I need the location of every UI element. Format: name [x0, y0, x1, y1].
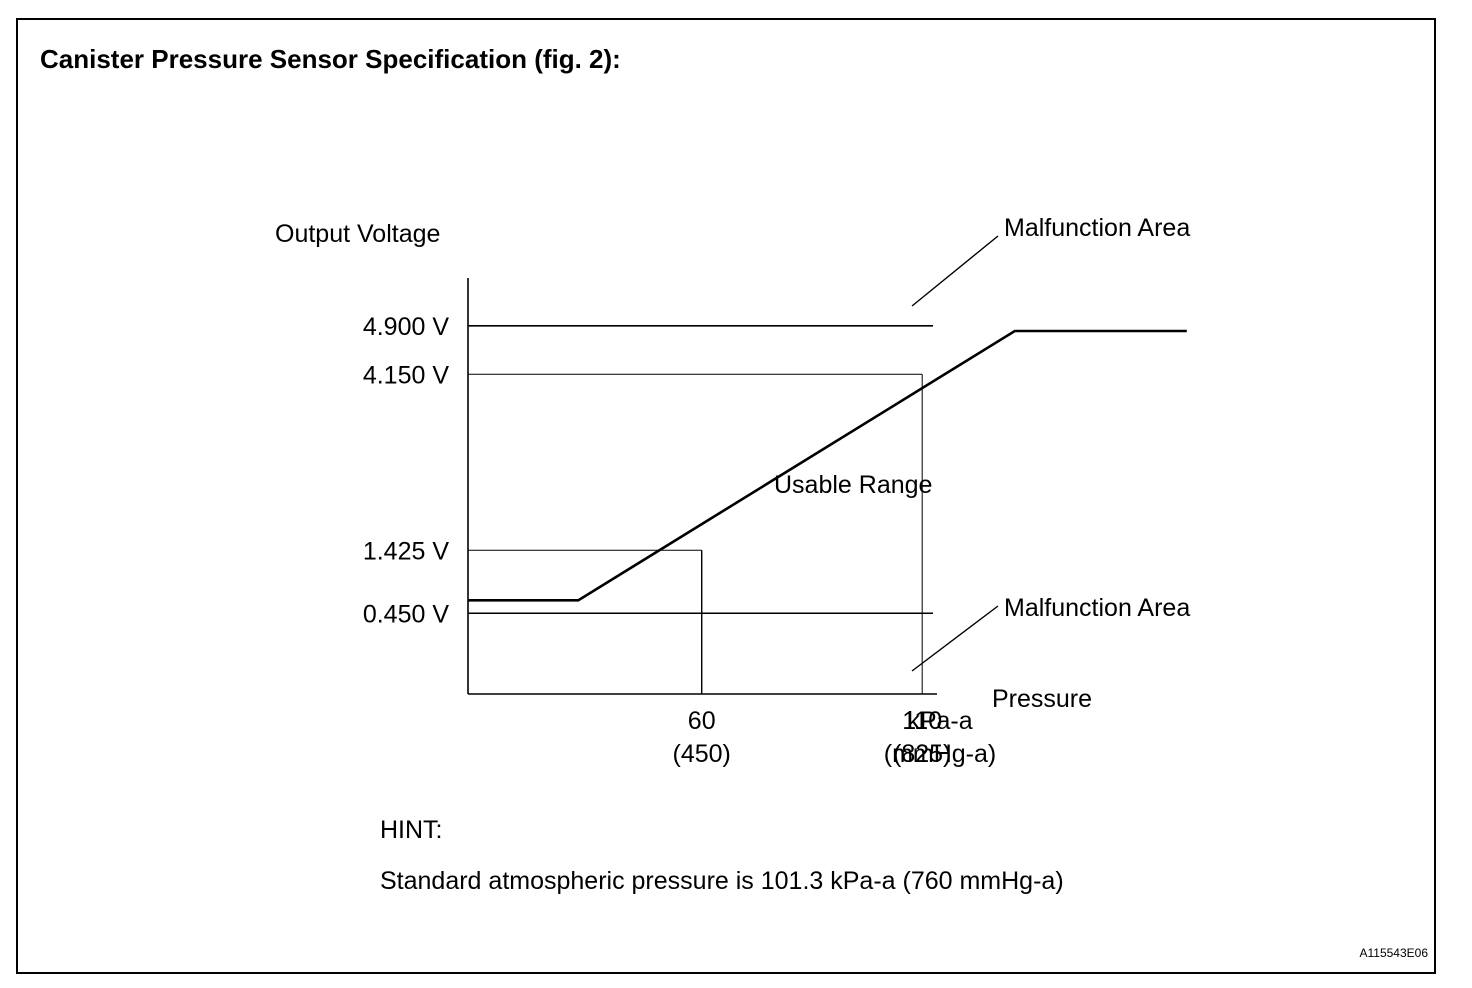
x-tick-label-0: 60 — [688, 707, 716, 735]
page-title: Canister Pressure Sensor Specification (… — [40, 44, 621, 74]
figure-code: A115543E06 — [1359, 946, 1428, 960]
usable-range-label: Usable Range — [774, 471, 932, 499]
hint-text: Standard atmospheric pressure is 101.3 k… — [380, 867, 1064, 895]
x-unit-alt-label: (mmHg-a) — [884, 740, 997, 768]
malfunction-upper-label: Malfunction Area — [1004, 214, 1190, 242]
y-tick-label-2: 1.425 V — [363, 537, 450, 565]
x-unit-label: kPa-a — [907, 707, 972, 735]
malfunction-lower-label: Malfunction Area — [1004, 594, 1190, 622]
x-tick-label-1: 110 — [902, 707, 942, 735]
y-tick-label-1: 4.150 V — [363, 361, 450, 389]
x-tick-alt-label-0: (450) — [673, 740, 731, 768]
hint-label: HINT: — [380, 816, 443, 844]
y-axis-title: Output Voltage — [275, 220, 440, 248]
series-line-0 — [468, 329, 1187, 602]
x-tick-alt-label-1: (825) — [893, 740, 951, 768]
x-axis-title: Pressure — [992, 685, 1092, 713]
y-tick-label-3: 0.450 V — [363, 600, 450, 628]
malfunction-upper-leader — [911, 235, 999, 307]
figure-frame — [16, 18, 1436, 974]
y-tick-label-0: 4.900 V — [363, 313, 450, 341]
malfunction-lower-leader — [911, 605, 999, 672]
